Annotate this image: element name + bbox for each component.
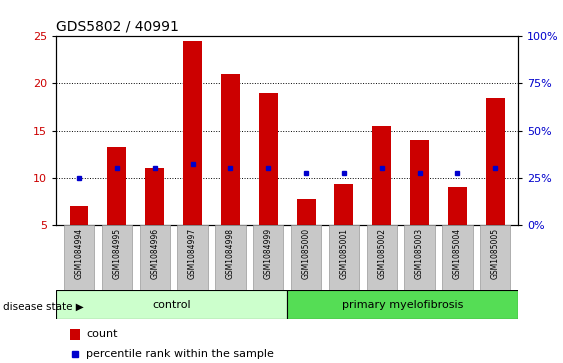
Bar [448,187,467,225]
FancyBboxPatch shape [102,225,132,290]
Text: GSM1085004: GSM1085004 [453,228,462,280]
Text: GSM1085001: GSM1085001 [339,228,348,279]
Bar [259,93,278,225]
Bar [372,126,391,225]
Text: GSM1085000: GSM1085000 [302,228,311,280]
FancyBboxPatch shape [215,225,245,290]
FancyBboxPatch shape [140,225,170,290]
FancyBboxPatch shape [367,225,397,290]
Text: GSM1084998: GSM1084998 [226,228,235,279]
Text: percentile rank within the sample: percentile rank within the sample [86,349,274,359]
FancyBboxPatch shape [177,225,208,290]
Text: GSM1084995: GSM1084995 [113,228,122,280]
FancyBboxPatch shape [64,225,94,290]
FancyBboxPatch shape [56,290,287,319]
Bar [70,329,81,340]
Text: primary myelofibrosis: primary myelofibrosis [342,300,463,310]
Text: disease state ▶: disease state ▶ [3,302,83,312]
Bar [183,41,202,225]
Bar [70,206,88,225]
Bar [108,147,126,225]
FancyBboxPatch shape [480,225,511,290]
Text: GSM1084997: GSM1084997 [188,228,197,280]
Bar [486,98,504,225]
Text: GSM1085002: GSM1085002 [377,228,386,279]
Text: GSM1084994: GSM1084994 [74,228,83,280]
Bar [145,168,164,225]
Bar [410,140,429,225]
Text: GSM1084999: GSM1084999 [263,228,272,280]
Text: count: count [86,329,118,339]
Bar [221,74,240,225]
Text: GSM1085003: GSM1085003 [415,228,424,280]
Text: control: control [153,300,191,310]
FancyBboxPatch shape [253,225,283,290]
FancyBboxPatch shape [404,225,435,290]
Bar [334,184,354,225]
Text: GDS5802 / 40991: GDS5802 / 40991 [56,20,179,34]
Text: GSM1085005: GSM1085005 [491,228,500,280]
Text: GSM1084996: GSM1084996 [150,228,159,280]
FancyBboxPatch shape [291,225,321,290]
Bar [297,199,315,225]
FancyBboxPatch shape [329,225,359,290]
FancyBboxPatch shape [287,290,518,319]
FancyBboxPatch shape [443,225,472,290]
